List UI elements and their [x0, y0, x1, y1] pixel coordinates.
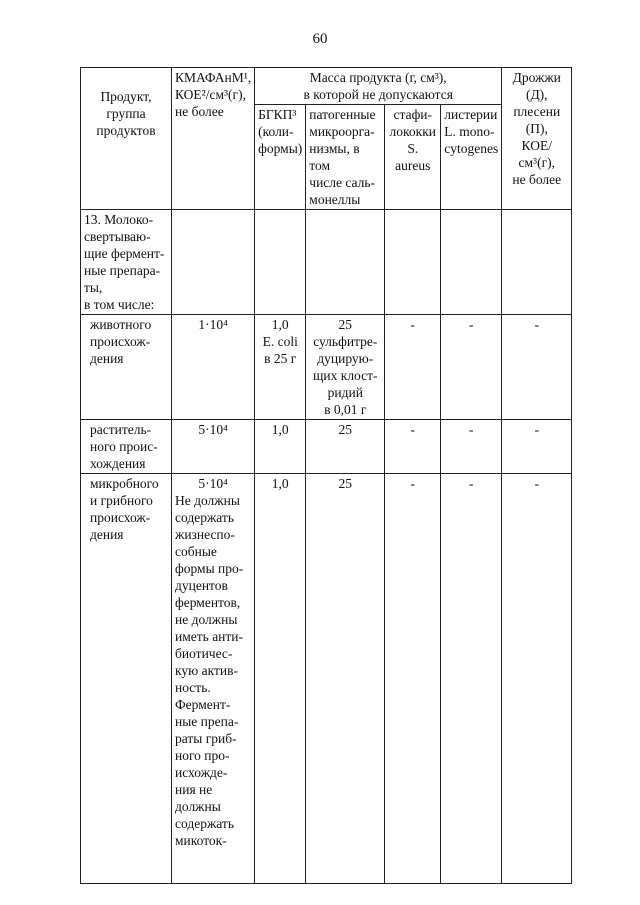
header-yeast-mold: Дрожжи (Д), плесени (П), КОЕ/см³(г), не … — [501, 67, 573, 210]
cell-listeria: - — [440, 314, 503, 420]
header-listeria: листерии L. mono- cytogenes — [440, 104, 503, 210]
kmafanm-note: Не должны содержать жизнеспо- собные фор… — [175, 493, 244, 848]
cell-bgkp: 1,0 — [254, 473, 307, 884]
table-row: животного происхож- дения 1·10⁴ 1,0 E. c… — [80, 314, 573, 420]
kmafanm-value: 5·10⁴ — [198, 476, 228, 491]
cell-staph: - — [384, 473, 442, 884]
cell-staph: - — [384, 419, 442, 474]
cell-kmafanm: 1·10⁴ — [170, 314, 256, 420]
cell-kmafanm — [170, 209, 256, 315]
cell-listeria: - — [440, 473, 503, 884]
cell-bgkp — [254, 209, 307, 315]
header-pathogens: патогенные микроорга- низмы, в том числе… — [305, 104, 386, 210]
header-mass-group: Масса продукта (г, см³), в которой не до… — [254, 67, 503, 105]
subheader-row: БГКП³ (коли- формы) патогенные микроорга… — [81, 104, 572, 210]
cell-bgkp: 1,0 E. coli в 25 г — [254, 314, 307, 420]
cell-pathogens — [305, 209, 386, 315]
table-row: 13. Молоко- свертываю- щие фермент- ные … — [80, 209, 573, 315]
cell-listeria: - — [440, 419, 503, 474]
cell-kmafanm: 5·10⁴ — [170, 419, 256, 474]
cell-pathogens: 25 — [305, 419, 386, 474]
cell-yeast-mold — [501, 209, 573, 315]
header-bgkp: БГКП³ (коли- формы) — [254, 104, 307, 210]
cell-product: 13. Молоко- свертываю- щие фермент- ные … — [80, 209, 172, 315]
cell-kmafanm: 5·10⁴ Не должны содержать жизнеспо- собны… — [170, 473, 256, 884]
cell-staph: - — [384, 314, 442, 420]
cell-product: животного происхож- дения — [80, 314, 172, 420]
header-staph: стафи- лококки S. aureus — [384, 104, 442, 210]
cell-yeast-mold: - — [501, 419, 573, 474]
table-row: раститель- ного проис- хождения 5·10⁴ 1,… — [80, 419, 573, 474]
cell-staph — [384, 209, 442, 315]
cell-bgkp: 1,0 — [254, 419, 307, 474]
cell-product: раститель- ного проис- хождения — [80, 419, 172, 474]
table-row: микробного и грибного происхож- дения 5·… — [80, 473, 573, 884]
cell-product: микробного и грибного происхож- дения — [80, 473, 172, 884]
cell-yeast-mold: - — [501, 314, 573, 420]
header-row: Продукт, группа продуктов КМАФАнМ¹, КОЕ²… — [80, 67, 573, 210]
microbiological-criteria-table: Продукт, группа продуктов КМАФАнМ¹, КОЕ²… — [80, 67, 573, 884]
cell-pathogens: 25 — [305, 473, 386, 884]
header-product: Продукт, группа продуктов — [80, 67, 172, 210]
header-kmafanm: КМАФАнМ¹, КОЕ²/см³(г), не более — [170, 67, 256, 210]
cell-listeria — [440, 209, 503, 315]
page-number: 60 — [312, 31, 328, 47]
cell-pathogens: 25 сульфитре- дуцирую- щих клост- ридий … — [305, 314, 386, 420]
cell-yeast-mold: - — [501, 473, 573, 884]
